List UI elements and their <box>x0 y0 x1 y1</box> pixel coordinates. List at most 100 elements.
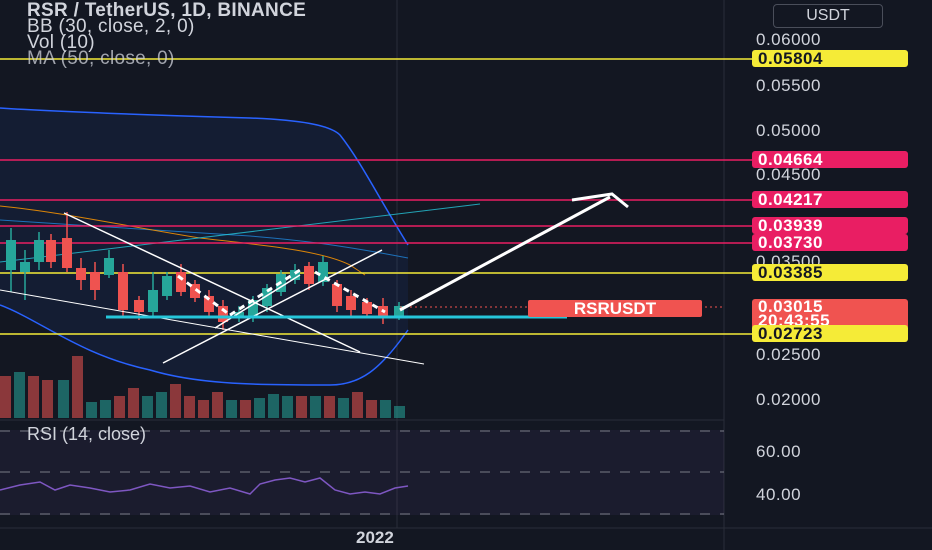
level-tag: 0.04664 <box>752 151 908 168</box>
price-axis-label: 0.06000 <box>756 30 821 49</box>
volume-bar <box>142 396 153 418</box>
candle-body <box>290 270 300 280</box>
candle-body <box>394 306 404 318</box>
candle-body <box>332 284 342 306</box>
volume-bar <box>128 388 139 418</box>
price-axis-label: 0.05000 <box>756 121 821 140</box>
candle-body <box>204 296 214 312</box>
volume-bar <box>156 392 167 418</box>
volume-bar <box>28 376 39 418</box>
candle-body <box>248 300 258 318</box>
candle-body <box>46 240 56 262</box>
candle-body <box>62 238 72 268</box>
volume-bar <box>240 400 251 418</box>
price-axis-label: 0.05500 <box>756 76 821 95</box>
bar-countdown: 20:43:55 <box>758 311 831 330</box>
volume-bar <box>352 392 363 418</box>
candle-body <box>118 272 128 310</box>
volume-bar <box>226 400 237 418</box>
candle-body <box>362 302 372 314</box>
volume-bar <box>394 406 405 418</box>
candle-body <box>234 312 244 318</box>
candlesticks <box>6 212 404 330</box>
volume-bar <box>198 400 209 418</box>
symbol-title[interactable]: RSR / TetherUS, 1D, BINANCE <box>27 0 307 21</box>
volume-bars <box>0 356 405 418</box>
level-lines <box>0 58 752 335</box>
volume-bar <box>310 396 321 418</box>
volume-bar <box>72 356 83 418</box>
candle-body <box>76 268 86 280</box>
volume-bar <box>86 402 97 418</box>
candle-body <box>134 300 144 312</box>
rsi-indicator-label[interactable]: RSI (14, close) <box>27 424 147 444</box>
level-tag: 0.03730 <box>752 234 908 251</box>
candle-body <box>20 262 30 272</box>
candle-body <box>218 306 228 322</box>
candle-body <box>190 284 200 298</box>
volume-bar <box>0 376 11 418</box>
volume-bar <box>170 384 181 418</box>
cyan-trendline <box>0 203 481 263</box>
volume-bar <box>338 398 349 418</box>
target-arrow <box>399 195 611 312</box>
level-tag: 0.02723 <box>752 325 908 342</box>
rsi-line <box>0 477 409 495</box>
volume-bar <box>380 400 391 418</box>
volume-bar <box>14 372 25 418</box>
bollinger-band-fill <box>0 108 408 385</box>
rising-wedge-line <box>162 249 383 364</box>
last-price-value: 0.03015 <box>758 297 823 316</box>
level-tag: 0.03939 <box>752 217 908 234</box>
currency-button[interactable]: USDT <box>773 4 883 28</box>
volume-bar <box>324 396 335 418</box>
volume-bar <box>42 380 53 418</box>
candle-body <box>346 296 356 310</box>
volume-bar <box>254 398 265 418</box>
candle-body <box>6 240 16 270</box>
time-axis-year: 2022 <box>356 528 394 547</box>
price-axis-label: 0.02500 <box>756 345 821 364</box>
bollinger-lower-line <box>0 304 409 386</box>
volume-bar <box>282 396 293 418</box>
volume-bar <box>366 400 377 418</box>
volume-bar <box>268 394 279 418</box>
wedge-upper-line <box>63 212 361 353</box>
volume-bar <box>212 392 223 418</box>
rsi-axis-label: 40.00 <box>756 485 802 504</box>
level-tag: 0.05804 <box>752 50 908 67</box>
candle-body <box>90 272 100 290</box>
volume-bar <box>114 396 125 418</box>
candle-body <box>176 272 186 292</box>
symbol-price-label: RSRUSDT <box>528 300 702 317</box>
last-price-tag: 0.03015 20:43:55 <box>752 297 908 330</box>
bollinger-upper-line <box>0 107 409 246</box>
rsi-axis-label: 60.00 <box>756 442 802 461</box>
candle-body <box>304 266 314 284</box>
candle-body <box>162 276 172 296</box>
candle-body <box>34 240 44 262</box>
zigzag-line <box>214 274 301 329</box>
ma-indicator-label[interactable]: MA (50, close, 0) <box>27 48 175 69</box>
level-tag: 0.03385 <box>752 264 908 281</box>
volume-bar <box>58 380 69 418</box>
bb-indicator-label[interactable]: BB (30, close, 2, 0) <box>27 16 195 37</box>
chart-legend: RSR / TetherUS, 1D, BINANCE BB (30, clos… <box>27 0 307 69</box>
volume-bar <box>296 396 307 418</box>
volume-indicator-label[interactable]: Vol (10) <box>27 32 95 53</box>
level-tag: 0.04217 <box>752 191 908 208</box>
price-axis-label: 0.04500 <box>756 165 821 184</box>
bollinger-basis-line <box>0 219 409 259</box>
candle-body <box>318 262 328 282</box>
price-axis-label: 0.02000 <box>756 390 821 409</box>
dashed-arrow-up-1 <box>229 268 301 317</box>
candle-body <box>148 290 158 312</box>
volume-bar <box>100 400 111 418</box>
target-arrow-head <box>571 192 629 209</box>
candle-body <box>262 288 272 306</box>
candle-body <box>104 258 114 275</box>
wedge-lower-line <box>0 289 425 365</box>
dashed-arrow-down-2 <box>314 270 386 314</box>
volume-bar <box>184 396 195 418</box>
